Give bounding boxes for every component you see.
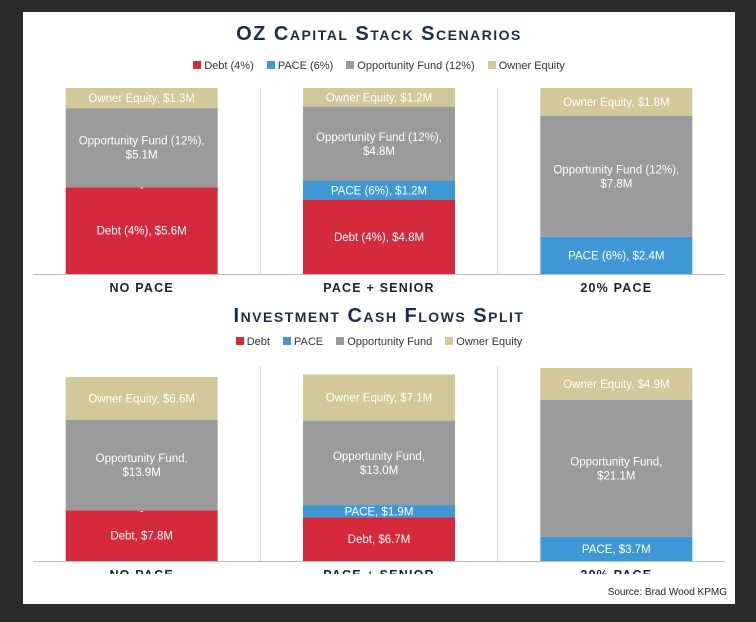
bar-debt-no-pace — [65, 510, 218, 561]
bar-debt-no-pace — [65, 187, 218, 274]
bar-pace-20-pace — [540, 536, 693, 561]
legend-item-debt: Debt — [235, 335, 270, 349]
x-tick-label-pace-senior: PACE + SENIOR — [323, 281, 435, 294]
legend-label: Debt — [246, 336, 270, 348]
legend-label: PACE (6%) — [277, 60, 334, 72]
data-label-pace-pace-senior: PACE, $1.9M — [345, 506, 414, 518]
chart-2-legend: Debt PACE Opportunity Fund Owner Equity — [23, 335, 735, 349]
data-label-owner-equity-no-pace: Owner Equity, $6.6M — [88, 394, 195, 406]
data-label-owner-equity-no-pace: Owner Equity, $1.3M — [88, 93, 195, 105]
data-label-opportunity-fund-no-pace: Opportunity Fund (12%), $5.1M — [79, 136, 205, 162]
legend-item-opportunity-fund: Opportunity Fund — [336, 335, 432, 349]
bar-pace-pace-senior — [303, 181, 455, 200]
chart-1-plot: Debt (4%), $5.6M - Opportunity Fund (12%),… — [33, 88, 725, 294]
chart-card: OZ Capital Stack Scenarios Debt (4%) PAC… — [23, 12, 735, 604]
data-label-pace-20-pace: PACE (6%), $2.4M — [568, 250, 664, 262]
chart-2-title: Investment Cash Flows Split — [233, 305, 525, 327]
bar-opportunity-fund-20-pace — [540, 115, 693, 237]
data-label-opportunity-fund-20-pace: Opportunity Fund (12%), $7.8M — [553, 164, 679, 190]
bar-opportunity-fund-no-pace — [65, 419, 218, 511]
bar-opportunity-fund-20-pace — [540, 399, 693, 537]
legend-swatch-opportunity-fund — [336, 337, 345, 345]
bar-pace-20-pace — [540, 236, 693, 274]
legend-label: Debt (4%) — [204, 60, 254, 72]
chart-1-title: OZ Capital Stack Scenarios — [236, 23, 522, 45]
legend-item-pace: PACE (6%) — [266, 59, 334, 73]
bar-owner-equity-pace-senior — [303, 374, 455, 421]
source-note: Source: Brad Wood KPMG — [607, 587, 727, 598]
data-label-pace-no-pace: - — [140, 505, 144, 517]
legend-label: Owner Equity — [456, 336, 523, 348]
legend-swatch-pace — [266, 61, 275, 69]
data-label-owner-equity-pace-senior: Owner Equity, $1.2M — [326, 92, 433, 104]
data-label-debt-pace-senior: Debt, $6.7M — [348, 534, 411, 546]
bar-debt-pace-senior — [303, 199, 455, 274]
bar-debt-pace-senior — [303, 517, 455, 561]
data-label-debt-no-pace: Debt, $7.8M — [110, 531, 173, 543]
data-label-opportunity-fund-pace-senior: Opportunity Fund, $13.0M — [333, 451, 425, 477]
legend-item-pace: PACE — [283, 335, 323, 349]
data-label-owner-equity-20-pace: Owner Equity, $1.8M — [563, 97, 670, 109]
bar-opportunity-fund-pace-senior — [303, 106, 455, 181]
legend-item-debt: Debt (4%) — [193, 59, 254, 73]
data-label-owner-equity-pace-senior: Owner Equity, $7.1M — [326, 393, 433, 405]
bar-owner-equity-20-pace — [540, 88, 693, 116]
data-label-opportunity-fund-no-pace: Opportunity Fund, $13.9M — [96, 453, 188, 479]
data-label-owner-equity-20-pace: Owner Equity, $4.9M — [563, 379, 670, 391]
legend-label: PACE — [294, 336, 324, 348]
legend-label: Opportunity Fund (12%) — [357, 60, 475, 72]
legend-item-owner-equity: Owner Equity — [487, 59, 565, 73]
bar-owner-equity-no-pace — [65, 88, 218, 109]
x-tick-label-pace-senior: PACE + SENIOR — [323, 568, 435, 574]
data-label-debt-no-pace: Debt (4%), $5.6M — [97, 226, 187, 238]
data-label-pace-20-pace: PACE, $3.7M — [582, 544, 651, 556]
legend-item-opportunity-fund: Opportunity Fund (12%) — [346, 59, 475, 73]
legend-swatch-pace — [283, 337, 291, 345]
bar-opportunity-fund-pace-senior — [303, 420, 455, 506]
bar-owner-equity-20-pace — [540, 367, 693, 400]
data-label-pace-no-pace: - — [140, 182, 144, 194]
chart-1-legend: Debt (4%) PACE (6%) Opportunity Fund (12… — [23, 59, 735, 73]
legend-item-owner-equity: Owner Equity — [445, 335, 522, 349]
bar-pace-pace-senior — [303, 505, 455, 518]
bar-owner-equity-pace-senior — [303, 88, 455, 107]
legend-swatch-debt — [235, 337, 244, 345]
x-tick-label-20-pace: 20% PACE — [580, 568, 652, 574]
x-tick-label-no-pace: NO PACE — [109, 281, 173, 294]
legend-label: Owner Equity — [498, 60, 565, 72]
bar-owner-equity-no-pace — [65, 377, 218, 420]
chart-2-plot: Debt, $7.8M - Opportunity Fund, $13.9M Owner… — [33, 366, 725, 574]
data-label-pace-pace-senior: PACE (6%), $1.2M — [331, 185, 427, 197]
data-label-opportunity-fund-20-pace: Opportunity Fund, $21.1M — [570, 456, 662, 482]
x-tick-label-20-pace: 20% PACE — [580, 281, 652, 294]
data-label-debt-pace-senior: Debt (4%), $4.8M — [334, 232, 424, 244]
legend-swatch-owner-equity — [445, 337, 454, 345]
legend-label: Opportunity Fund — [347, 336, 433, 348]
data-label-opportunity-fund-pace-senior: Opportunity Fund (12%), $4.8M — [316, 132, 442, 158]
legend-swatch-opportunity-fund — [346, 61, 355, 69]
x-tick-label-no-pace: NO PACE — [109, 568, 173, 574]
legend-swatch-debt — [193, 61, 202, 69]
legend-swatch-owner-equity — [487, 61, 496, 69]
bar-opportunity-fund-no-pace — [65, 108, 218, 188]
